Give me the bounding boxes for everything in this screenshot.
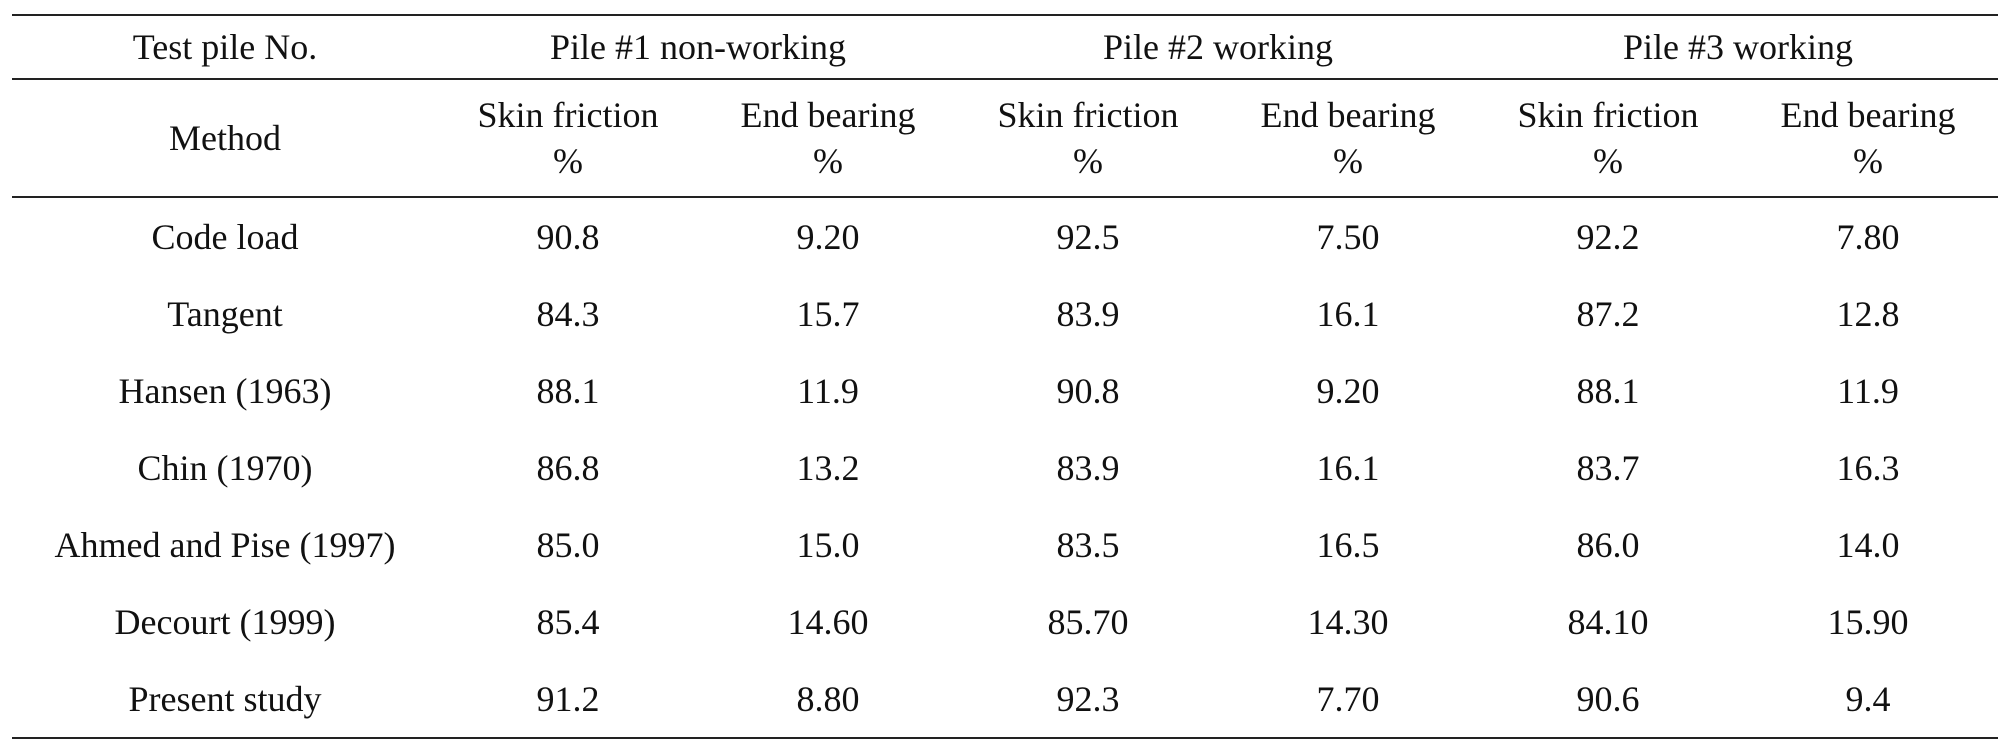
table-cell: 7.50 xyxy=(1316,216,1380,257)
table-cell: 16.1 xyxy=(1316,447,1380,488)
header-row-piles: Test pile No. Pile #1 non-working Pile #… xyxy=(12,15,1999,79)
header-line: Skin friction xyxy=(997,95,1179,135)
row-method-label: Code load xyxy=(151,216,299,257)
row-method-label: Present study xyxy=(128,678,322,719)
header-pile-2-skin-friction: Skin friction % xyxy=(958,79,1218,197)
row-method-label: Tangent xyxy=(167,293,283,334)
table-cell: 83.5 xyxy=(1056,524,1120,565)
table-cell: 9.20 xyxy=(796,216,860,257)
table-cell: 83.7 xyxy=(1576,447,1640,488)
table-row: Tangent 84.3 15.7 83.9 16.1 87.2 12.8 xyxy=(12,275,1998,352)
table-row: Code load 90.8 9.20 92.5 7.50 92.2 7.80 xyxy=(12,197,1998,275)
table-cell: 83.9 xyxy=(1056,293,1120,334)
table-cell: 84.3 xyxy=(536,293,600,334)
header-pile-1: Pile #1 non-working xyxy=(550,27,846,67)
header-pile-3: Pile #3 working xyxy=(1623,27,1854,67)
table-cell: 11.9 xyxy=(797,370,859,411)
row-method-label: Ahmed and Pise (1997) xyxy=(54,524,396,565)
header-line: End bearing xyxy=(740,95,916,135)
table-cell: 7.70 xyxy=(1316,678,1380,719)
table-cell: 85.4 xyxy=(536,601,600,642)
header-unit: % xyxy=(1853,141,1884,181)
header-pile-3-end-bearing: End bearing % xyxy=(1738,79,1998,197)
pile-load-distribution-table: Test pile No. Pile #1 non-working Pile #… xyxy=(12,14,1999,739)
table-cell: 83.9 xyxy=(1056,447,1120,488)
table-cell: 14.60 xyxy=(787,601,869,642)
table-cell: 92.5 xyxy=(1056,216,1120,257)
row-method-label: Decourt (1999) xyxy=(114,601,336,642)
row-method-label: Hansen (1963) xyxy=(118,370,332,411)
table-cell: 14.30 xyxy=(1307,601,1389,642)
table-row: Chin (1970) 86.8 13.2 83.9 16.1 83.7 16.3 xyxy=(12,429,1998,506)
header-pile-3-skin-friction: Skin friction % xyxy=(1478,79,1738,197)
header-line: Skin friction xyxy=(1517,95,1699,135)
row-method-label: Chin (1970) xyxy=(137,447,313,488)
table-cell: 87.2 xyxy=(1576,293,1640,334)
header-pile-1-skin-friction: Skin friction % xyxy=(438,79,698,197)
table-row: Present study 91.2 8.80 92.3 7.70 90.6 9.4 xyxy=(12,660,1999,738)
header-test-pile-label: Test pile No. xyxy=(132,27,318,67)
table-cell: 92.2 xyxy=(1576,216,1640,257)
table-cell: 15.90 xyxy=(1827,601,1909,642)
header-line: Skin friction xyxy=(477,95,659,135)
header-pile-2: Pile #2 working xyxy=(1103,27,1334,67)
table-cell: 90.8 xyxy=(536,216,600,257)
header-method-label: Method xyxy=(169,118,281,158)
header-pile-2-end-bearing: End bearing % xyxy=(1218,79,1478,197)
table-cell: 92.3 xyxy=(1056,678,1120,719)
table-row: Hansen (1963) 88.1 11.9 90.8 9.20 88.1 11.9 xyxy=(12,352,1998,429)
header-unit: % xyxy=(1073,141,1104,181)
table-cell: 8.80 xyxy=(796,678,860,719)
table-cell: 15.0 xyxy=(796,524,860,565)
header-line: End bearing xyxy=(1260,95,1436,135)
table-cell: 9.4 xyxy=(1845,678,1891,719)
header-unit: % xyxy=(813,141,843,181)
header-pile-1-end-bearing: End bearing % xyxy=(698,79,958,197)
header-row-columns: Method Skin friction % End bearing % Ski… xyxy=(12,79,1999,197)
table-cell: 85.0 xyxy=(536,524,600,565)
table-cell: 9.20 xyxy=(1316,370,1380,411)
header-unit: % xyxy=(1593,141,1624,181)
table-row: Decourt (1999) 85.4 14.60 85.70 14.30 84.10 15… xyxy=(12,583,1998,660)
table-cell: 7.80 xyxy=(1836,216,1900,257)
table-cell: 85.70 xyxy=(1047,601,1129,642)
header-unit: % xyxy=(553,141,583,181)
table-cell: 91.2 xyxy=(536,678,600,719)
table-cell: 86.8 xyxy=(536,447,600,488)
table-cell: 90.6 xyxy=(1576,678,1640,719)
table-cell: 86.0 xyxy=(1576,524,1640,565)
header-line: End bearing xyxy=(1780,95,1956,135)
table-cell: 11.9 xyxy=(1837,370,1899,411)
table-cell: 84.10 xyxy=(1567,601,1649,642)
table-cell: 12.8 xyxy=(1836,293,1900,334)
header-unit: % xyxy=(1333,141,1364,181)
table-cell: 16.3 xyxy=(1836,447,1900,488)
table-body: Code load 90.8 9.20 92.5 7.50 92.2 7.80 Tangent… xyxy=(12,197,1999,738)
table-cell: 14.0 xyxy=(1836,524,1900,565)
table-cell: 16.1 xyxy=(1316,293,1380,334)
table-cell: 15.7 xyxy=(796,293,860,334)
table-cell: 88.1 xyxy=(536,370,600,411)
table-cell: 13.2 xyxy=(796,447,860,488)
table-cell: 90.8 xyxy=(1056,370,1120,411)
table-cell: 16.5 xyxy=(1316,524,1380,565)
table-cell: 88.1 xyxy=(1576,370,1640,411)
table-row: Ahmed and Pise (1997) 85.0 15.0 83.5 16.5 86.… xyxy=(12,506,1998,583)
